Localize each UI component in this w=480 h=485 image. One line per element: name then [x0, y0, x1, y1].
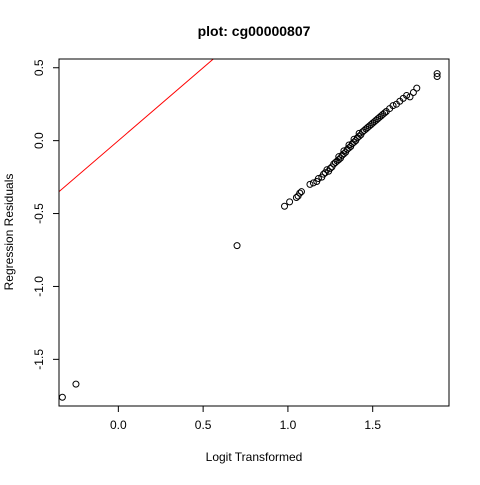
x-tick-label: 1.0: [280, 418, 297, 432]
x-tick-label: 1.5: [364, 418, 381, 432]
data-point: [433, 72, 441, 80]
data-point: [340, 150, 348, 158]
data-point: [381, 109, 389, 117]
data-point: [281, 202, 289, 210]
chart-title: plot: cg00000807: [198, 23, 311, 39]
y-tick-label: -0.5: [32, 203, 46, 224]
x-axis-label: Logit Transformed: [206, 450, 303, 464]
data-point: [233, 242, 241, 250]
data-point: [340, 147, 348, 155]
data-point: [292, 194, 300, 202]
data-point: [433, 70, 441, 78]
data-point: [320, 170, 328, 178]
data-point: [406, 93, 414, 101]
data-point: [58, 393, 66, 401]
plot-frame: [58, 58, 450, 407]
data-point: [350, 138, 358, 146]
data-point: [297, 188, 305, 196]
data-point: [350, 135, 358, 143]
data-point: [403, 91, 411, 99]
data-point: [72, 380, 80, 388]
data-point: [296, 189, 304, 197]
y-tick-label: 0.5: [32, 59, 46, 76]
x-axis: 0.0 0.5 1.0 1.5: [110, 406, 381, 432]
y-tick-label: 0.0: [32, 132, 46, 149]
data-point: [355, 132, 363, 140]
data-point: [314, 175, 322, 183]
reference-line: [59, 59, 215, 193]
data-point: [413, 84, 421, 92]
data-point: [345, 144, 353, 152]
y-tick-label: -1.5: [32, 349, 46, 370]
y-axis-label: Regression Residuals: [2, 174, 16, 291]
data-point: [286, 198, 294, 206]
x-tick-label: 0.0: [110, 418, 127, 432]
data-point: [409, 89, 417, 97]
data-point: [389, 102, 397, 110]
data-point: [309, 179, 317, 187]
data-point: [345, 141, 353, 149]
data-point: [323, 166, 331, 174]
data-point: [335, 156, 343, 164]
y-axis: -1.5 -1.0 -0.5 0.0 0.5: [32, 59, 59, 370]
x-tick-label: 0.5: [195, 418, 212, 432]
plot-area: [58, 58, 450, 407]
y-tick-label: -1.0: [32, 276, 46, 297]
data-point: [326, 164, 334, 172]
data-point: [335, 153, 343, 161]
data-point: [355, 129, 363, 137]
data-point: [306, 180, 314, 188]
